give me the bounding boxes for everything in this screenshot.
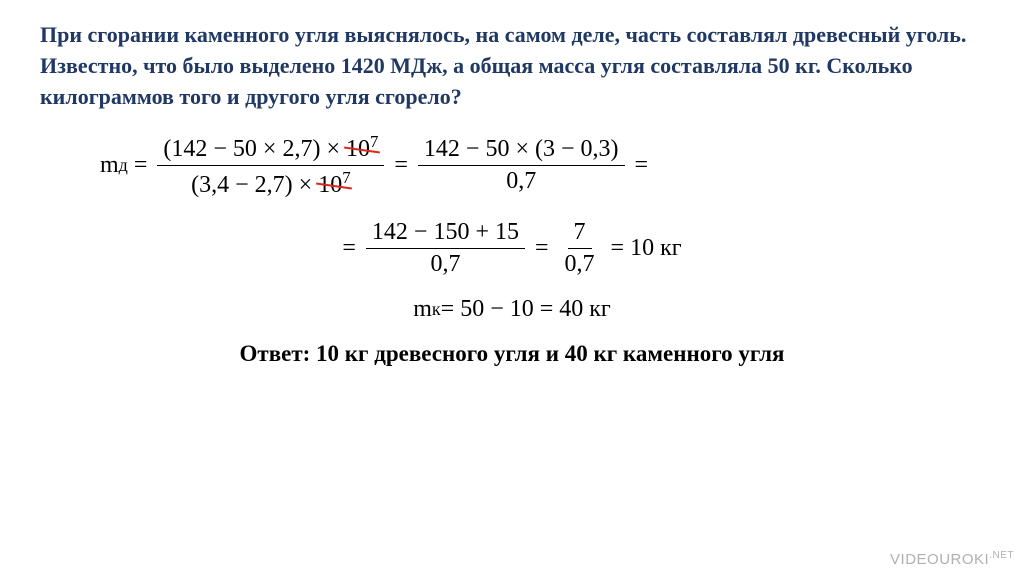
eq2-result: 10 кг [630, 235, 682, 262]
eq1-f1-num-strike: 107 [346, 136, 378, 162]
eq1-frac1: (142 − 50 × 2,7) × 107 (3,4 − 2,7) × 107 [157, 130, 384, 201]
equation-3: mк = 50 − 10 = 40 кг [40, 296, 984, 323]
eq2-frac1: 142 − 150 + 15 0,7 [366, 217, 525, 280]
watermark-main: VIDEOUROKI [890, 551, 989, 568]
equals: = [529, 235, 555, 262]
eq3-expr: = 50 − 10 = 40 кг [441, 296, 611, 323]
eq1-f1-den-a: (3,4 − 2,7) × [191, 172, 318, 198]
watermark-sup: .NET [989, 550, 1014, 561]
eq2-frac2: 7 0,7 [559, 217, 601, 280]
eq1-sub: д [119, 155, 128, 176]
eq3-lhs: m [413, 296, 432, 323]
equals: = [128, 152, 154, 179]
eq1-frac2: 142 − 50 × (3 − 0,3) 0,7 [418, 134, 625, 197]
watermark: VIDEOUROKI.NET [890, 550, 1014, 568]
answer-text: Ответ: 10 кг древесного угля и 40 кг кам… [40, 341, 984, 367]
equation-1: mд = (142 − 50 × 2,7) × 107 (3,4 − 2,7) … [40, 130, 984, 201]
eq2-f2-num: 7 [568, 217, 592, 249]
problem-statement: При сгорании каменного угля выяснялось, … [40, 20, 984, 112]
equals-leading: = [342, 235, 362, 262]
eq1-f1-den-strike: 107 [318, 172, 350, 198]
eq2-f2-den: 0,7 [559, 249, 601, 280]
equation-2: = 142 − 150 + 15 0,7 = 7 0,7 = 10 кг [40, 217, 984, 280]
eq1-f2-num: 142 − 50 × (3 − 0,3) [418, 134, 625, 166]
equals-trailing: = [629, 152, 649, 179]
eq2-f1-num: 142 − 150 + 15 [366, 217, 525, 249]
eq1-lhs: m [100, 152, 119, 179]
eq1-f1-num-a: (142 − 50 × 2,7) × [163, 136, 346, 162]
eq2-f1-den: 0,7 [424, 249, 466, 280]
equals: = [605, 235, 631, 262]
eq3-sub: к [432, 299, 441, 320]
equals: = [388, 152, 414, 179]
eq1-f2-den: 0,7 [500, 166, 542, 197]
